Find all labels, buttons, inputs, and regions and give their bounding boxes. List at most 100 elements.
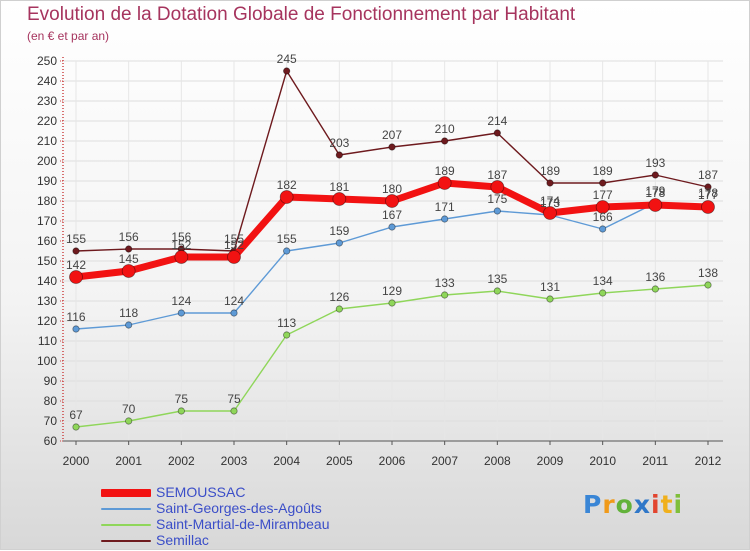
data-point-saint-georges-des-agouts [599, 225, 607, 233]
data-point-semoussac [701, 200, 715, 214]
data-point-semillac [335, 151, 343, 159]
legend-label: SEMOUSSAC [156, 484, 246, 500]
data-point-saint-georges-des-agouts [177, 309, 185, 317]
data-point-semoussac [648, 198, 663, 212]
data-point-semoussac [174, 250, 189, 264]
data-label-semoussac: 180 [382, 182, 402, 196]
y-tick-label: 160 [37, 234, 57, 248]
data-label-semillac: 245 [277, 52, 297, 66]
y-tick-label: 120 [37, 314, 57, 328]
y-tick-label: 240 [37, 74, 57, 88]
data-label-semoussac: 189 [435, 164, 455, 178]
x-tick-label: 2010 [589, 454, 616, 468]
x-tick-label: 2012 [695, 454, 722, 468]
legend-label: Saint-Martial-de-Mirambeau [156, 516, 330, 532]
series-lines [69, 67, 715, 431]
data-label-saint-martial-de-mirambeau: 131 [540, 280, 560, 294]
data-label-semillac: 214 [487, 114, 507, 128]
data-point-saint-martial-de-mirambeau [283, 331, 291, 339]
data-label-saint-georges-des-agouts: 171 [435, 200, 455, 214]
data-point-saint-georges-des-agouts [388, 223, 396, 231]
data-label-saint-martial-de-mirambeau: 113 [277, 316, 296, 330]
y-tick-label: 190 [37, 174, 57, 188]
data-label-semoussac: 177 [698, 188, 718, 202]
data-point-semoussac [385, 194, 399, 208]
data-label-semoussac: 142 [66, 258, 86, 272]
data-point-saint-martial-de-mirambeau [335, 305, 343, 313]
y-tick-label: 250 [37, 54, 57, 68]
data-point-semillac [599, 179, 607, 187]
data-label-semoussac: 152 [224, 238, 244, 252]
y-tick-label: 150 [37, 254, 57, 268]
data-point-semoussac [332, 192, 347, 206]
data-label-semillac: 155 [224, 232, 244, 246]
data-point-saint-martial-de-mirambeau [388, 299, 396, 307]
data-point-semoussac [121, 264, 136, 278]
legend-swatch [101, 489, 151, 497]
y-tick-label: 210 [37, 134, 57, 148]
data-label-semillac: 189 [540, 164, 560, 178]
data-point-semillac [283, 67, 291, 75]
data-label-saint-martial-de-mirambeau: 126 [329, 290, 349, 304]
data-label-saint-martial-de-mirambeau: 129 [382, 284, 402, 298]
x-tick-label: 2002 [168, 454, 195, 468]
data-label-semoussac: 178 [645, 186, 665, 200]
data-point-semoussac [490, 180, 505, 194]
data-label-saint-georges-des-agouts: 167 [382, 208, 402, 222]
data-label-semillac: 193 [645, 156, 665, 170]
data-label-semillac: 203 [329, 136, 349, 150]
data-label-semillac: 189 [593, 164, 613, 178]
data-label-saint-martial-de-mirambeau: 135 [487, 272, 507, 286]
y-tick-label: 230 [37, 94, 57, 108]
data-label-saint-georges-des-agouts: 124 [171, 294, 191, 308]
data-label-semoussac: 182 [277, 178, 297, 192]
grid-lines [63, 60, 723, 442]
data-label-semillac: 155 [66, 232, 86, 246]
data-point-saint-martial-de-mirambeau [704, 281, 712, 289]
chart-legend: SEMOUSSAC Saint-Georges-des-Agoûts Saint-M… [101, 484, 421, 549]
data-point-semoussac [437, 176, 452, 190]
data-label-semoussac: 177 [593, 188, 613, 202]
data-point-saint-martial-de-mirambeau [651, 285, 659, 293]
data-label-semillac: 207 [382, 128, 402, 142]
data-label-saint-georges-des-agouts: 178 [698, 186, 718, 200]
data-point-saint-georges-des-agouts [72, 325, 80, 333]
data-point-saint-martial-de-mirambeau [441, 291, 449, 299]
legend-item: Semillac [101, 532, 421, 549]
data-point-semillac [441, 137, 449, 145]
data-point-saint-georges-des-agouts [125, 321, 133, 329]
data-label-saint-georges-des-agouts: 116 [66, 310, 85, 324]
legend-swatch [101, 508, 151, 510]
data-point-saint-martial-de-mirambeau [125, 417, 133, 425]
data-label-semillac: 187 [698, 168, 718, 182]
data-point-semoussac [543, 206, 557, 220]
data-point-semillac [704, 183, 712, 191]
legend-item: Saint-Martial-de-Mirambeau [101, 516, 421, 533]
x-tick-label: 2004 [273, 454, 300, 468]
data-point-semillac [125, 245, 133, 253]
data-point-semoussac [69, 270, 83, 284]
data-point-saint-martial-de-mirambeau [493, 287, 501, 295]
data-point-semillac [388, 143, 396, 151]
data-label-saint-georges-des-agouts: 124 [224, 294, 244, 308]
proxiti-logo: Proxiti [583, 490, 684, 519]
data-point-saint-martial-de-mirambeau [177, 407, 185, 415]
x-tick-label: 2001 [115, 454, 142, 468]
data-point-semoussac [595, 200, 610, 214]
data-label-saint-georges-des-agouts: 179 [645, 184, 665, 198]
x-tick-label: 2011 [642, 454, 668, 468]
data-label-semillac: 210 [435, 122, 455, 136]
x-tick-label: 2003 [221, 454, 248, 468]
data-point-semoussac [227, 250, 241, 264]
data-label-saint-martial-de-mirambeau: 70 [122, 402, 136, 416]
legend-swatch [101, 524, 151, 526]
legend-label: Saint-Georges-des-Agoûts [156, 500, 322, 516]
data-point-semillac [651, 171, 659, 179]
data-point-saint-georges-des-agouts [335, 239, 343, 247]
data-label-semoussac: 152 [171, 238, 191, 252]
y-tick-label: 140 [37, 274, 57, 288]
legend-label: Semillac [156, 532, 209, 548]
data-point-semillac [493, 129, 501, 137]
